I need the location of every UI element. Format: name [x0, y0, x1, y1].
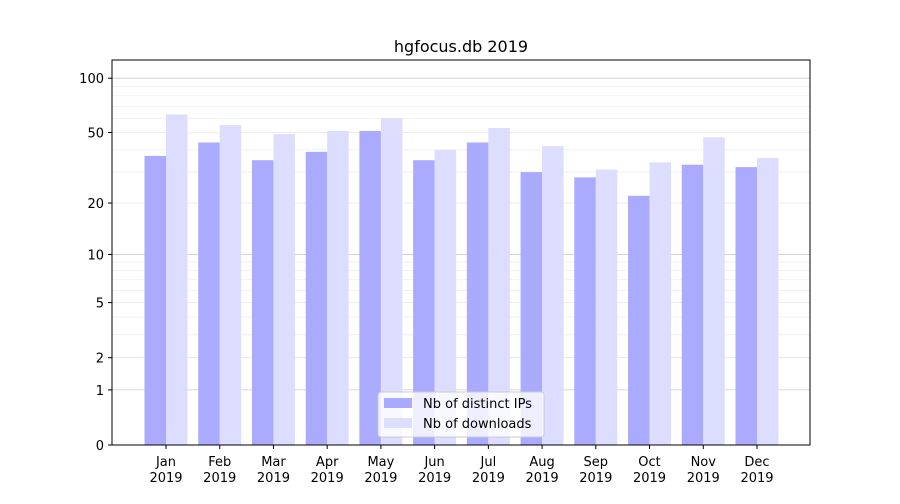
bar-downloads	[649, 162, 672, 445]
y-tick-label: 50	[87, 127, 104, 142]
x-tick-label-line: 2019	[311, 471, 344, 486]
y-tick-label: 0	[96, 439, 104, 454]
bar-downloads	[434, 149, 457, 446]
x-tick-label-line: 2019	[257, 471, 290, 486]
bar-distinct-ips	[574, 177, 596, 445]
chart-title: hgfocus.db 2019	[394, 37, 528, 56]
legend-label: Nb of distinct IPs	[423, 397, 532, 412]
x-tick-label-line: 2019	[526, 471, 559, 486]
x-tick-label-line: Dec	[744, 455, 769, 470]
bar-downloads	[703, 137, 725, 445]
x-tick-label: May 2019	[364, 455, 397, 486]
bar-distinct-ips	[520, 172, 543, 445]
x-tick-label-line: 2019	[149, 471, 182, 486]
y-tick-label: 5	[96, 297, 104, 312]
bar-distinct-ips	[305, 151, 328, 445]
bar-downloads	[595, 169, 618, 445]
y-tick-label: 10	[87, 248, 104, 263]
x-tick-label-line: Jun	[423, 455, 444, 470]
bar-distinct-ips	[413, 160, 435, 445]
bar-distinct-ips	[251, 160, 274, 445]
bar-downloads	[219, 125, 242, 445]
bar-distinct-ips	[466, 142, 489, 446]
x-tick-label: Oct 2019	[633, 455, 666, 486]
bar-distinct-ips	[144, 155, 166, 445]
y-tick-label: 1	[96, 384, 104, 399]
x-tick-label: Sep 2019	[579, 455, 612, 486]
x-tick-label-line: 2019	[633, 471, 666, 486]
x-tick-label: Nov 2019	[687, 455, 720, 486]
x-tick-label: Aug 2019	[526, 455, 559, 486]
x-tick-label: Apr 2019	[311, 455, 344, 486]
x-tick-label-line: Jan	[155, 455, 176, 470]
x-tick-label-line: 2019	[203, 471, 236, 486]
x-tick-label-line: 2019	[687, 471, 720, 486]
x-tick-label-line: 2019	[364, 471, 397, 486]
legend: Nb of distinct IPs Nb of downloads	[377, 391, 545, 438]
bar-distinct-ips	[735, 167, 757, 446]
bar-downloads	[488, 127, 510, 446]
x-tick-label-line: 2019	[740, 471, 773, 486]
y-axis: 0 1 2 5 10 20 50 100	[79, 72, 112, 454]
x-tick-label-line: Jul	[480, 455, 497, 470]
x-tick-label: Jun 2019	[418, 455, 451, 486]
y-tick-label: 2	[96, 352, 104, 367]
x-tick-label-line: 2019	[418, 471, 451, 486]
legend-swatch	[384, 398, 412, 408]
x-tick-label: Mar 2019	[257, 455, 290, 486]
x-tick-label: Dec 2019	[740, 455, 773, 486]
plot-frame	[111, 59, 811, 446]
x-tick-label-line: Sep	[584, 455, 609, 470]
x-tick-label-line: Nov	[691, 455, 717, 470]
x-tick-label: Jan 2019	[149, 455, 182, 486]
bar-downloads	[542, 146, 564, 446]
legend-label: Nb of downloads	[423, 417, 532, 432]
bar-downloads	[273, 134, 295, 445]
x-tick-label-line: 2019	[579, 471, 612, 486]
legend-box	[377, 391, 545, 438]
x-tick-label-line: Apr	[316, 455, 339, 470]
bar-distinct-ips	[359, 130, 381, 446]
bar-downloads	[757, 158, 779, 445]
x-tick-label-line: Aug	[529, 455, 554, 470]
x-tick-label-line: Oct	[638, 455, 660, 470]
bar-downloads	[380, 118, 403, 445]
bar-downloads	[327, 130, 349, 446]
y-tick-label: 100	[79, 72, 104, 87]
bar-downloads	[166, 114, 188, 446]
x-tick-label: Feb 2019	[203, 455, 236, 486]
x-tick-label-line: May	[367, 455, 394, 470]
x-tick-label: Jul 2019	[472, 455, 505, 486]
legend-swatch	[384, 418, 412, 428]
x-tick-label-line: Mar	[261, 455, 286, 470]
bar-distinct-ips	[628, 195, 650, 445]
y-tick-label: 20	[87, 197, 104, 212]
bar-distinct-ips	[681, 164, 704, 445]
bar-distinct-ips	[198, 142, 220, 446]
x-tick-label-line: 2019	[472, 471, 505, 486]
x-tick-label-line: Feb	[208, 455, 231, 470]
bars	[144, 114, 779, 446]
